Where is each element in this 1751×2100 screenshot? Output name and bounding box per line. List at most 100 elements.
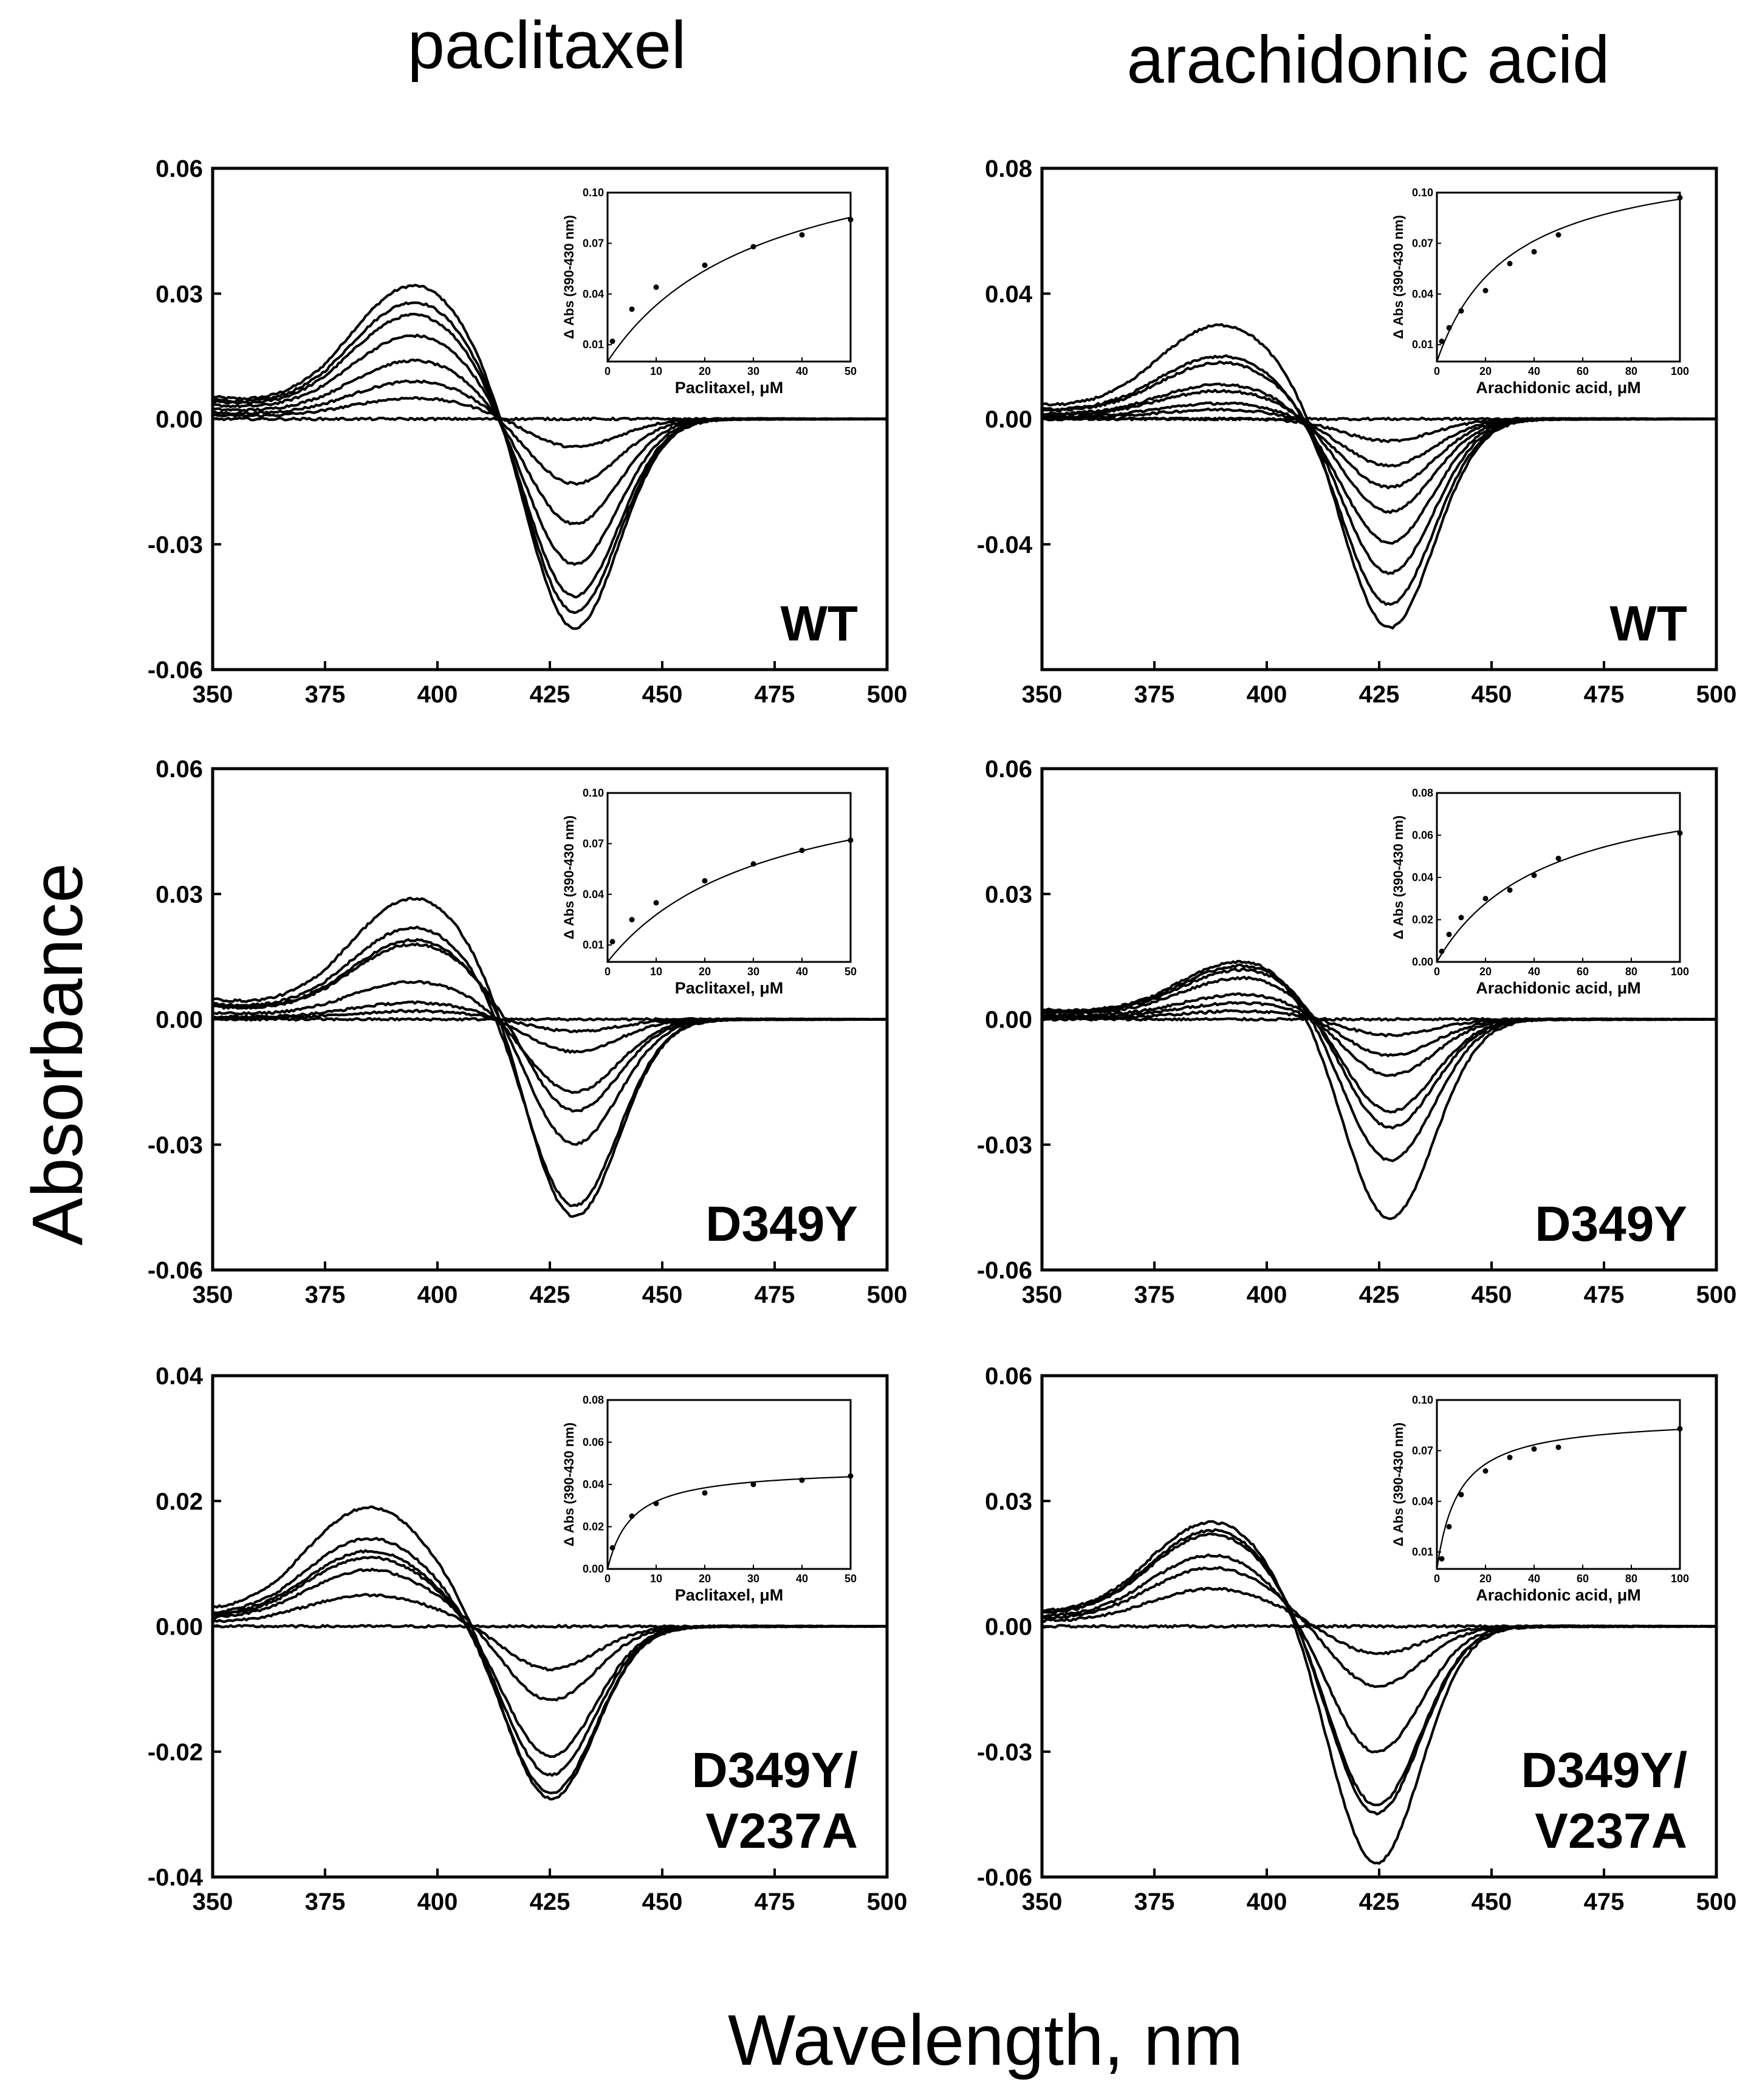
x-tick-label: 425 (1359, 1282, 1400, 1308)
inset-x-tick-label: 0 (605, 365, 611, 377)
inset-x-axis-label: Paclitaxel, μM (675, 1586, 784, 1604)
inset-fit-curve (607, 839, 851, 962)
x-tick-label: 350 (1022, 681, 1063, 708)
inset-data-point (1507, 261, 1513, 267)
inset-frame (1436, 1399, 1681, 1570)
inset-x-tick-label: 100 (1671, 1573, 1689, 1585)
x-tick-label: 350 (1022, 1889, 1063, 1915)
inset-x-tick-label: 30 (747, 1573, 759, 1585)
x-tick-label: 500 (1696, 1889, 1737, 1915)
spectrum-trace (212, 1017, 888, 1022)
inset-data-point (609, 338, 615, 345)
inset-data-point (848, 1473, 854, 1479)
inset-y-tick-label: 0.04 (583, 888, 604, 901)
inset-data-point (609, 1545, 615, 1551)
x-tick-label: 400 (1247, 681, 1287, 708)
x-tick-label: 425 (530, 1282, 571, 1308)
y-tick-label: -0.06 (977, 1257, 1032, 1284)
inset-y-tick-label: 0.07 (583, 237, 604, 249)
inset-data-point (1507, 887, 1513, 893)
x-tick-label: 500 (867, 1889, 908, 1915)
inset-x-tick-label: 80 (1625, 365, 1637, 377)
inset-data-point (1677, 194, 1683, 201)
inset-data-point (1446, 324, 1452, 331)
inset-data-point (1555, 856, 1561, 862)
mutant-label: V237A (1535, 1803, 1687, 1859)
spectrum-trace (212, 334, 888, 566)
inset-data-point (750, 1481, 756, 1487)
y-tick-label: 0.00 (156, 1614, 203, 1641)
inset-x-tick-label: 40 (1528, 1573, 1540, 1585)
panel-arachidonic-D349Y-V237A: 350 375 400 425 450 475 500-0.06-0.030.000.030… (977, 1363, 1737, 1915)
inset-x-tick-label: 20 (1479, 1573, 1492, 1585)
spectrum-trace (212, 416, 888, 422)
inset-binding-plot: 0 20 40 60 80 100 0.01 0.04 0.07 0.10 Arachidonic … (1391, 1394, 1689, 1604)
inset-y-tick-label: 0.02 (1412, 914, 1433, 926)
inset-x-tick-label: 40 (796, 966, 808, 978)
y-tick-label: -0.04 (977, 532, 1033, 558)
panel-arachidonic-WT: 350 375 400 425 450 475 500-0.040.000.040.08WT… (977, 156, 1737, 708)
x-tick-label: 475 (1584, 1282, 1625, 1308)
inset-data-point (629, 306, 635, 312)
spectrum-trace (212, 925, 888, 1207)
x-tick-label: 425 (530, 681, 571, 708)
x-tick-label: 400 (417, 1282, 458, 1308)
x-tick-label: 500 (1696, 681, 1737, 708)
inset-y-tick-label: 0.10 (583, 187, 604, 199)
x-tick-label: 350 (1022, 1282, 1063, 1308)
inset-y-tick-label: 0.01 (583, 939, 604, 951)
y-tick-label: -0.04 (148, 1864, 204, 1891)
inset-x-tick-label: 40 (1528, 966, 1540, 978)
spectrum-trace (1041, 1624, 1717, 1629)
inset-fit-curve (607, 216, 851, 362)
y-tick-label: -0.03 (148, 1132, 203, 1159)
x-tick-label: 450 (1472, 1282, 1512, 1308)
inset-x-tick-label: 20 (1479, 365, 1492, 377)
y-tick-label: 0.03 (156, 881, 203, 908)
inset-x-tick-label: 80 (1625, 966, 1637, 978)
inset-data-point (1458, 308, 1464, 314)
inset-data-point (1507, 1455, 1513, 1461)
inset-y-tick-label: 0.06 (583, 1436, 604, 1449)
inset-data-point (1482, 896, 1489, 902)
inset-data-point (1482, 1468, 1489, 1474)
spectrum-trace (212, 1593, 888, 1672)
x-tick-label: 475 (1584, 681, 1625, 708)
y-tick-label: -0.03 (977, 1739, 1032, 1766)
inset-frame (606, 191, 852, 363)
column-title-paclitaxel: paclitaxel (408, 8, 687, 83)
y-tick-label: 0.04 (985, 281, 1033, 307)
inset-data-point (1531, 873, 1537, 879)
spectrum-trace (212, 980, 888, 1094)
inset-data-point (653, 284, 659, 290)
panel-paclitaxel-WT: 350 375 400 425 450 475 500-0.06-0.030.000.030… (148, 156, 908, 708)
inset-x-tick-label: 50 (845, 1573, 857, 1585)
inset-binding-plot: 0 10 20 30 40 50 0.01 0.04 0.07 0.10 Paclitaxel, μ… (561, 187, 857, 397)
x-tick-label: 425 (1359, 681, 1400, 708)
inset-data-point (1439, 338, 1445, 345)
inset-y-axis-label: Δ Abs (390-430 nm) (561, 1422, 577, 1546)
y-tick-label: -0.06 (148, 1257, 203, 1284)
inset-data-point (702, 878, 708, 884)
inset-data-point (1531, 249, 1537, 255)
y-tick-label: 0.00 (985, 407, 1032, 433)
x-tick-label: 450 (642, 681, 683, 708)
spectrum-trace (212, 938, 888, 1146)
inset-y-tick-label: 0.00 (583, 1563, 604, 1575)
x-tick-label: 375 (1134, 1282, 1175, 1308)
inset-data-point (702, 262, 708, 269)
inset-y-axis-label: Δ Abs (390-430 nm) (1391, 815, 1406, 939)
inset-data-point (1482, 287, 1489, 293)
inset-data-point (848, 837, 854, 843)
spectrum-trace (212, 1624, 888, 1629)
inset-binding-plot: 0 10 20 30 40 50 0.00 0.02 0.04 0.06 0.08 Paclitaxe… (561, 1394, 857, 1604)
inset-x-tick-label: 0 (1434, 1573, 1440, 1585)
inset-data-point (1555, 232, 1561, 238)
inset-y-axis-label: Δ Abs (390-430 nm) (561, 815, 577, 939)
x-tick-label: 350 (193, 681, 233, 708)
x-tick-label: 375 (1134, 1889, 1175, 1915)
inset-x-tick-label: 20 (699, 966, 711, 978)
inset-fit-curve (1436, 198, 1681, 362)
x-tick-label: 375 (1134, 681, 1175, 708)
y-tick-label: 0.02 (156, 1488, 203, 1515)
